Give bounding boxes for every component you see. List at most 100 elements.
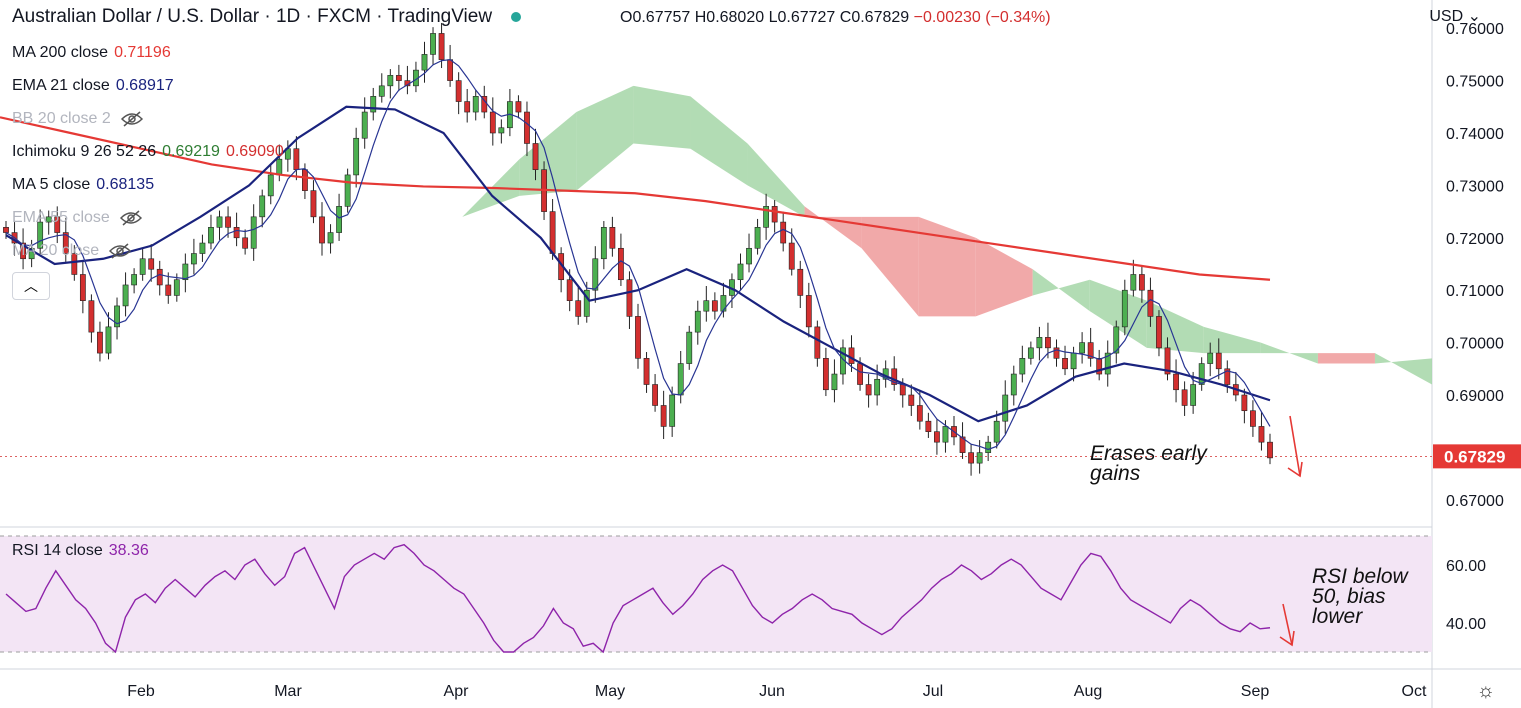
ichimoku-cloud-segment [1032,269,1090,312]
candle-body [20,242,26,260]
rsi-down-arrow [1282,603,1293,646]
rsi-tick-label: 60.00 [1446,558,1486,575]
candle-body [489,111,496,134]
ichimoku-cloud-segment [405,216,463,259]
candle-body [139,258,146,275]
candle-body [79,274,86,301]
legend-ma200[interactable]: MA 200 close 0.71196 [12,44,171,62]
candle-body [1045,337,1051,349]
candle-body [1036,337,1043,349]
candle-body [1156,316,1162,349]
legend-ema21[interactable]: EMA 21 close 0.68917 [12,77,174,95]
legend-rsi[interactable]: RSI 14 close 38.36 [12,542,149,560]
settings-gear-icon[interactable]: ☼ [1476,680,1495,702]
candle-body [1215,352,1222,370]
ichimoku-cloud-segment [1374,353,1432,385]
ichimoku-cloud-segment [804,206,862,249]
legend-bb20[interactable]: BB 20 close 2 [12,110,143,128]
ma5-label: MA 5 close [12,176,91,193]
price-annotation-line-2: gains [1090,462,1141,485]
legend-ma20[interactable]: MA 20 close [12,242,132,260]
open-value: O0.67757 [620,9,691,26]
ichimoku-label: Ichimoku 9 26 52 26 [12,143,157,160]
candle-body [1096,358,1103,375]
candle-body [771,206,778,223]
candle-body [387,75,394,87]
symbol-title[interactable]: Australian Dollar / U.S. Dollar · 1D · F… [12,6,522,28]
hidden-eye-icon[interactable] [119,210,142,226]
price-tick-label: 0.71000 [1446,283,1504,300]
currency-label: USD [1429,8,1464,25]
candle-body [267,174,274,197]
price-tick-label: 0.70000 [1446,336,1504,353]
rsi-annotation-line-2: 50, bias [1312,585,1386,608]
candle-body [959,436,966,453]
rsi-band [0,536,1432,652]
ichimoku-cloud-segment [1146,300,1204,354]
candle-body [28,247,35,260]
candle-body [361,111,368,139]
time-tick-label: Jul [923,683,943,700]
time-tick-label: Jun [759,683,785,700]
legend-ema55[interactable]: EMA 55 close [12,209,142,227]
candle-body [549,211,556,254]
candle-body [1250,410,1256,427]
candle-body [327,232,334,244]
candle-body [293,148,300,170]
candle-body [848,347,855,364]
candle-body [1087,342,1094,359]
ma20-label: MA 20 close [12,242,100,259]
candle-body [1267,441,1273,459]
candle-body [156,268,163,286]
candle-body [421,54,428,71]
candle-body [797,268,804,296]
price-tick-label: 0.67000 [1446,493,1504,510]
current-price-tag [1433,444,1521,469]
candle-body [831,373,838,391]
time-tick-label: Apr [444,683,470,700]
candle-body [822,358,829,391]
candle-body [583,289,590,317]
candle-body [1104,352,1111,375]
candle-body [276,158,283,176]
candle-body [1027,347,1034,359]
candle-body [97,331,103,354]
collapse-legend-button[interactable]: ︿ [12,272,50,300]
ichimoku-cloud-segment [747,143,805,217]
candle-body [370,96,377,113]
candle-body [1053,347,1060,359]
hidden-eye-icon[interactable] [109,243,132,259]
candle-body [1002,394,1009,422]
candle-body [1062,358,1068,370]
ma200-line [0,116,1271,281]
candle-body [865,384,872,396]
currency-selector[interactable]: USD ⌄ [1429,6,1481,26]
candle-body [643,358,650,385]
candle-body [498,127,505,134]
ichimoku-cloud-segment [690,96,748,186]
hidden-eye-icon[interactable] [120,111,143,127]
ichimoku-cloud-segment [63,195,121,202]
candle-body [635,316,641,359]
legend-ma5[interactable]: MA 5 close 0.68135 [12,176,154,194]
ohlc-readout: O0.67757 H0.68020 L0.67727 C0.67829 −0.0… [620,9,1051,27]
price-annotation: Erases early gains [1090,443,1207,485]
ichimoku-cloud-segment [1260,342,1318,364]
candle-body [105,326,112,354]
rsi-value: 38.36 [108,542,149,559]
legend-ichimoku[interactable]: Ichimoku 9 26 52 26 0.69219 0.69090 [12,143,284,161]
candle-body [711,300,718,312]
candle-body [976,452,983,464]
candle-body [472,96,479,113]
candle-body [37,221,44,249]
candle-body [430,33,436,55]
candle-body [805,295,812,328]
candle-body [754,227,761,249]
candle-body [985,441,992,453]
candle-body [353,137,360,176]
candle-body [1173,373,1179,391]
candle-body [310,190,317,218]
candle-body [942,426,949,443]
